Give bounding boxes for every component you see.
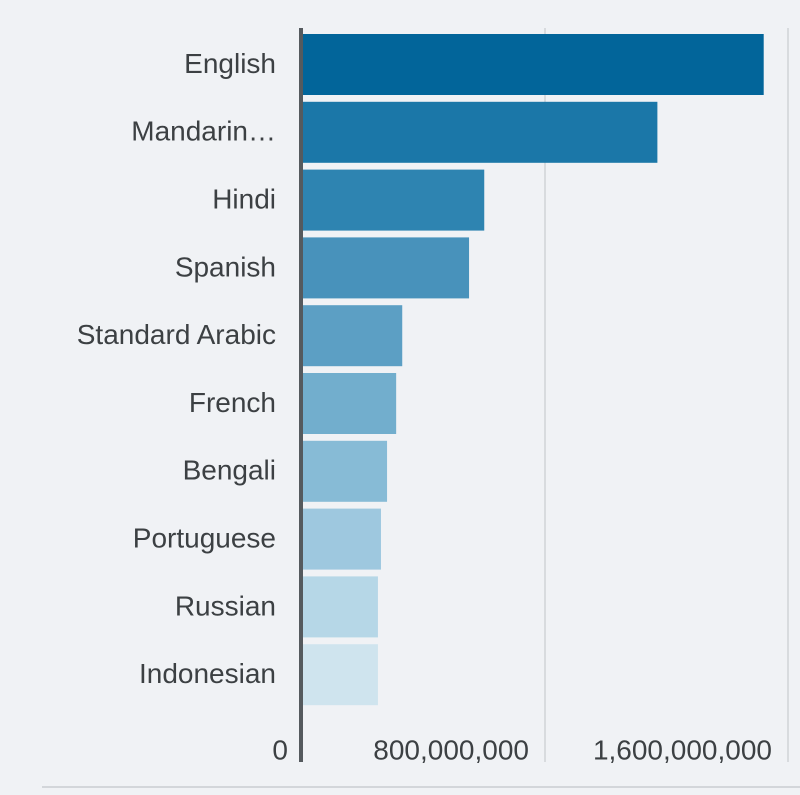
bar-1[interactable] bbox=[302, 101, 658, 163]
x-tick-label-2: 1,600,000,000 bbox=[593, 734, 772, 765]
x-tick-label-0: 0 bbox=[272, 734, 288, 765]
bar-3[interactable] bbox=[302, 237, 470, 299]
bar-9[interactable] bbox=[302, 644, 378, 706]
bar-4[interactable] bbox=[302, 305, 403, 367]
category-label-1: Mandarin… bbox=[131, 116, 276, 147]
bar-8[interactable] bbox=[302, 576, 378, 638]
category-label-5: French bbox=[189, 387, 276, 418]
category-label-6: Bengali bbox=[183, 455, 276, 486]
bar-2[interactable] bbox=[302, 169, 485, 231]
bar-0[interactable] bbox=[302, 34, 764, 95]
category-label-7: Portuguese bbox=[133, 522, 276, 553]
bar-5[interactable] bbox=[302, 373, 397, 434]
category-labels: English Mandarin… Hindi Spanish Standard Ara… bbox=[77, 48, 276, 689]
category-label-2: Hindi bbox=[212, 183, 276, 214]
category-label-4: Standard Arabic bbox=[77, 319, 276, 350]
category-label-9: Indonesian bbox=[139, 658, 276, 689]
x-tick-labels: 0 800,000,000 1,600,000,000 bbox=[272, 734, 772, 765]
bar-7[interactable] bbox=[302, 508, 381, 570]
category-label-8: Russian bbox=[175, 590, 276, 621]
bar-6[interactable] bbox=[302, 440, 388, 502]
x-tick-label-1: 800,000,000 bbox=[373, 734, 529, 765]
category-label-3: Spanish bbox=[175, 251, 276, 282]
bars bbox=[302, 34, 764, 706]
category-label-0: English bbox=[184, 48, 276, 79]
